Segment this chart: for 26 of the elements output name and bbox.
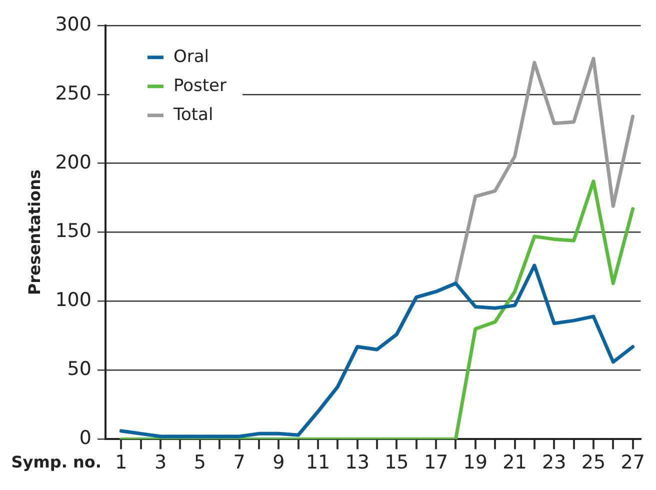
y-tick-label: 250 [55,82,92,104]
y-tick-label: 200 [55,151,92,174]
y-tick-label: 150 [55,220,92,242]
x-tick-label: 17 [424,452,448,474]
legend-label: Oral [173,46,209,67]
legend-label: Poster [173,76,226,96]
x-tick-label: 25 [581,452,606,474]
y-tick-label: 50 [67,358,92,380]
x-tick-label: 1 [115,452,128,474]
x-tick-label: 9 [272,452,285,474]
y-tick-label: 100 [55,289,92,312]
x-tick-label: 19 [463,452,488,474]
x-tick-label: 27 [620,452,645,474]
x-tick-label: 15 [384,452,409,474]
legend-label: Total [172,104,214,125]
x-tick-label: 5 [194,452,206,474]
x-tick-label: 7 [233,452,246,474]
y-axis-title: Presentations [24,169,44,296]
y-tick-label: 300 [55,13,92,36]
x-tick-label: 3 [154,452,167,474]
x-tick-label: 13 [345,452,370,474]
x-axis-title: Symp. no. [11,452,102,472]
x-tick-label: 21 [502,452,527,474]
x-tick-label: 23 [542,452,566,474]
y-tick-label: 0 [79,427,92,450]
x-tick-label: 11 [306,452,330,474]
